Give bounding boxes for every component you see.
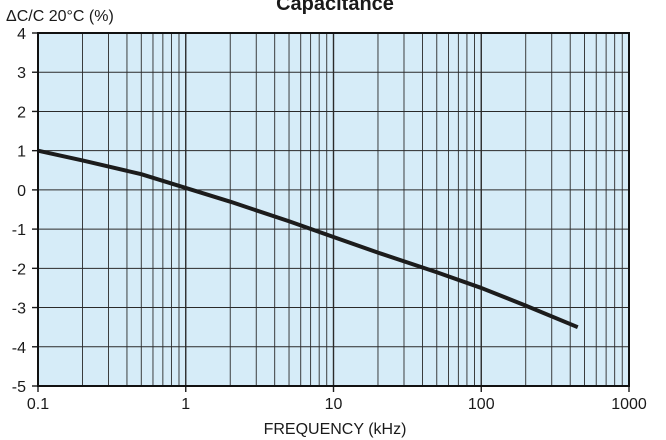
y-tick-label: -2 [12,261,26,278]
y-tick-label: -1 [12,222,26,239]
chart-title: Capacitance [276,0,394,15]
y-tick-label: 1 [17,144,26,161]
capacitance-curve [37,148,579,330]
x-tick-label: 10 [325,396,343,413]
plot-border [37,32,630,387]
y-tick-label: 3 [17,65,26,82]
x-tick-label: 1 [181,396,190,413]
x-tick-label: 1000 [611,396,647,413]
x-axis-title: FREQUENCY (kHz) [264,421,407,438]
y-axis-ticks: 4 3 2 1 0 -1 -2 -3 -4 -5 [12,26,38,396]
x-tick-label: 0.1 [27,396,49,413]
x-tick-label: 100 [468,396,495,413]
y-tick-label: 4 [17,26,26,43]
y-axis-title: ΔC/C 20°C (%) [6,8,114,25]
y-tick-label: -4 [12,340,26,357]
y-tick-label: -3 [12,301,26,318]
y-tick-label: 2 [17,104,26,121]
y-tick-label: 0 [17,183,26,200]
y-tick-label: -5 [12,379,26,396]
x-axis-ticks: 0.1 1 10 100 1000 [27,386,647,413]
